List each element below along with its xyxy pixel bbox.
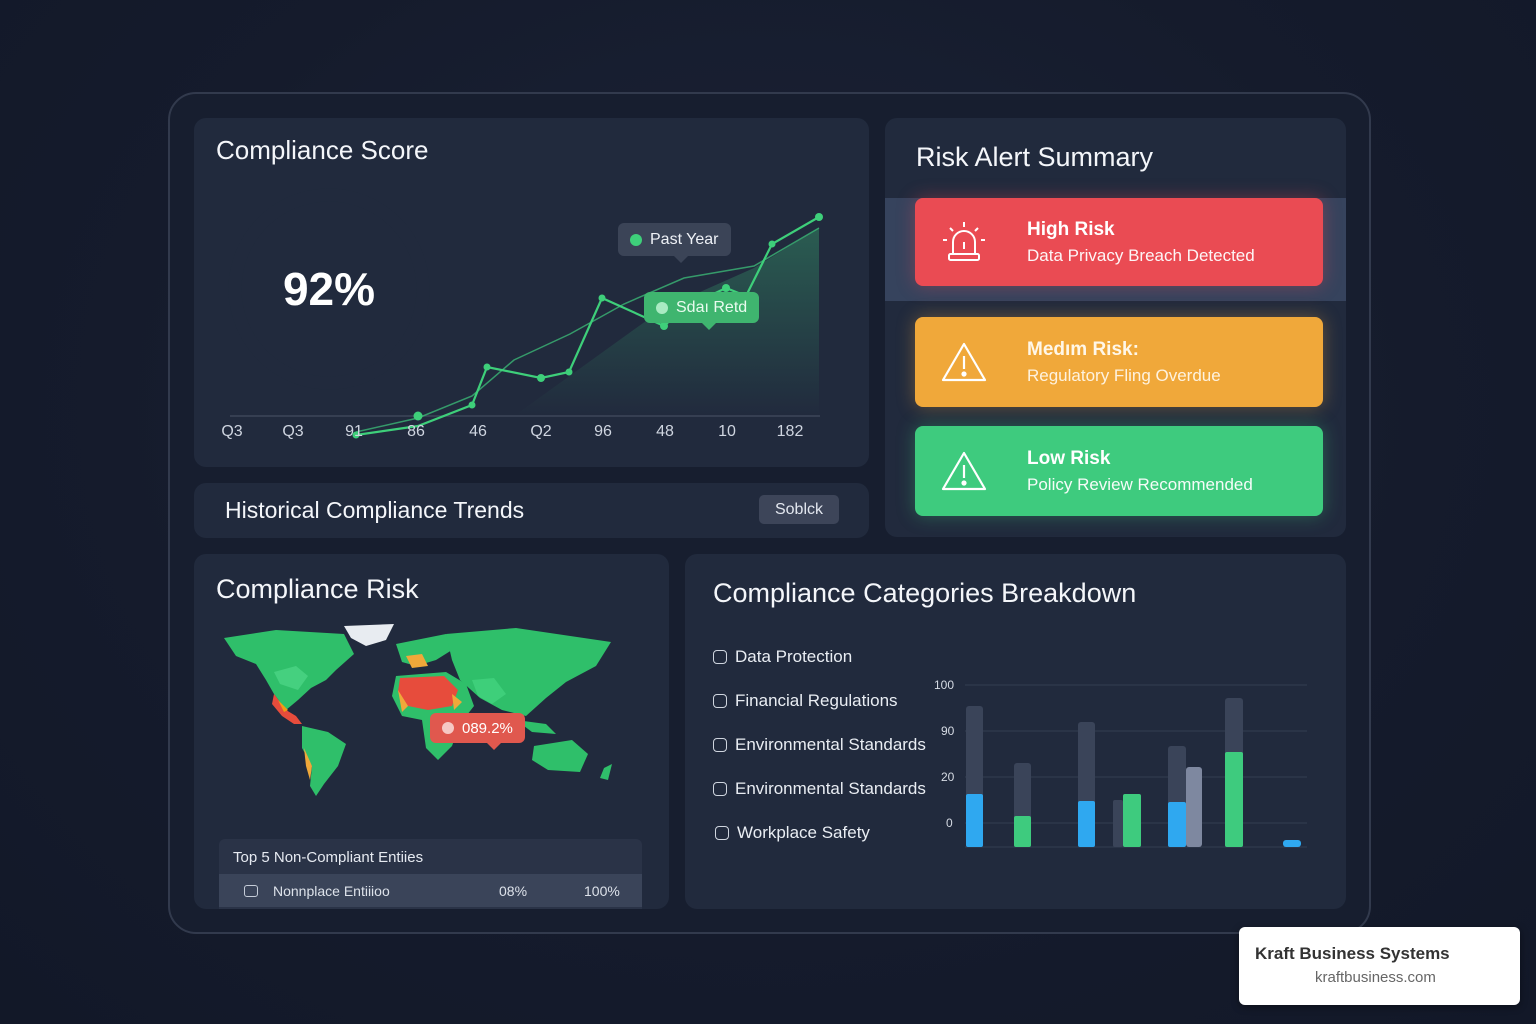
compliance-gauge xyxy=(228,188,430,390)
category-financial-regulations[interactable]: Financial Regulations xyxy=(713,691,898,711)
table-row[interactable]: Nonnplace Entiiioo 08% 100% xyxy=(219,874,642,907)
table-row[interactable] xyxy=(219,907,642,909)
legend-dot-icon xyxy=(442,722,454,734)
x-tick: 182 xyxy=(776,423,804,440)
entity-icon xyxy=(244,885,258,897)
shield-link-icon xyxy=(713,650,727,664)
trends-select-button[interactable]: Soblck xyxy=(759,495,839,524)
x-tick: Q3 xyxy=(282,423,304,440)
warning-triangle-icon xyxy=(941,451,987,491)
y-tick-90: 90 xyxy=(941,724,955,738)
alert-low-risk[interactable]: Low Risk Policy Review Recommended xyxy=(915,426,1323,516)
solid-rated-tooltip: Sdaı Retd xyxy=(644,292,760,330)
historical-trends-title: Historical Compliance Trends xyxy=(225,497,525,523)
x-tick: 91 xyxy=(345,423,363,440)
gauge-value: 92% xyxy=(282,263,376,315)
branding-badge: Kraft Business Systems kraftbusiness.com xyxy=(1239,927,1520,1005)
alert-message: Policy Review Recommended xyxy=(1027,474,1253,494)
compliance-score-title: Compliance Score xyxy=(216,135,429,165)
x-tick: 48 xyxy=(656,423,674,440)
historical-trends-bar: Historical Compliance Trends Soblck xyxy=(194,483,869,538)
alert-message: Regulatory Fling Overdue xyxy=(1027,365,1221,385)
compliance-line-chart xyxy=(230,213,823,439)
y-tick-0: 0 xyxy=(946,816,953,830)
compliance-categories-title: Compliance Categories Breakdown xyxy=(713,578,1137,608)
alert-medium-risk[interactable]: Medım Risk: Regulatory Fling Overdue xyxy=(915,317,1323,407)
risk-alert-summary-card: Risk Alert Summary High Risk Data Privac… xyxy=(885,118,1346,537)
x-tick: 46 xyxy=(469,423,487,440)
risk-alert-summary-title: Risk Alert Summary xyxy=(916,142,1154,172)
category-label: Environmental Standards xyxy=(735,735,926,754)
y-tick-100: 100 xyxy=(934,678,954,692)
alert-message: Data Privacy Breach Detected xyxy=(1027,245,1255,265)
legend-dot-icon xyxy=(630,233,642,246)
x-tick: 10 xyxy=(718,423,736,440)
category-data-protection[interactable]: Data Protection xyxy=(713,647,852,667)
category-label: Data Protection xyxy=(735,647,853,666)
alert-level: Low Risk xyxy=(1027,447,1111,469)
category-environmental-standards-2[interactable]: Environmental Standards xyxy=(713,779,926,799)
leaf-link-icon xyxy=(713,738,727,752)
alert-level: High Risk xyxy=(1027,218,1115,240)
x-tick: 96 xyxy=(594,423,612,440)
compliance-risk-card: Compliance Risk 089.2% Top 5 Non-Complia… xyxy=(194,554,669,909)
past-year-tooltip: Past Year xyxy=(618,223,731,263)
entity-value-2: 100% xyxy=(584,883,620,899)
entity-name: Nonnplace Entiiioo xyxy=(273,883,390,899)
siren-icon xyxy=(943,222,985,261)
non-compliant-entities-table: Top 5 Non-Compliant Entiies Nonnplace En… xyxy=(219,839,642,909)
solid-rated-label: Sdaı Retd xyxy=(676,298,748,316)
category-label: Financial Regulations xyxy=(735,691,898,710)
map-region-tooltip: 089.2% xyxy=(430,713,525,750)
category-label: Workplace Safety xyxy=(737,823,870,842)
past-year-label: Past Year xyxy=(650,230,719,248)
x-tick: Q2 xyxy=(530,423,552,440)
entity-value-1: 08% xyxy=(499,883,528,899)
categories-bar-chart: 100 90 20 0 xyxy=(934,678,1307,848)
x-tick: 86 xyxy=(407,423,425,440)
x-tick: Q3 xyxy=(221,423,243,440)
entities-table-title: Top 5 Non-Compliant Entiies xyxy=(233,849,424,866)
legend-dot-icon xyxy=(656,301,668,314)
category-environmental-standards[interactable]: Environmental Standards xyxy=(713,735,926,755)
map-tooltip-value: 089.2% xyxy=(462,719,513,737)
safety-icon xyxy=(715,826,729,840)
category-label: Environmental Standards xyxy=(735,779,926,798)
company-website[interactable]: kraftbusiness.com xyxy=(1315,969,1436,986)
warning-triangle-icon xyxy=(941,342,987,382)
finance-icon xyxy=(713,694,727,708)
company-name: Kraft Business Systems xyxy=(1255,944,1450,963)
compliance-risk-title: Compliance Risk xyxy=(216,574,419,604)
world-risk-map[interactable] xyxy=(216,620,636,800)
category-workplace-safety[interactable]: Workplace Safety xyxy=(715,823,870,843)
compliance-categories-card: Compliance Categories Breakdown Data Pro… xyxy=(685,554,1346,909)
compliance-score-card: Compliance Score 92% Q3 Q3 91 86 46 Q2 9… xyxy=(194,118,869,467)
alert-high-risk[interactable]: High Risk Data Privacy Breach Detected xyxy=(915,198,1323,286)
document-icon xyxy=(713,782,727,796)
alert-level: Medım Risk: xyxy=(1027,338,1139,360)
y-tick-20: 20 xyxy=(941,770,955,784)
